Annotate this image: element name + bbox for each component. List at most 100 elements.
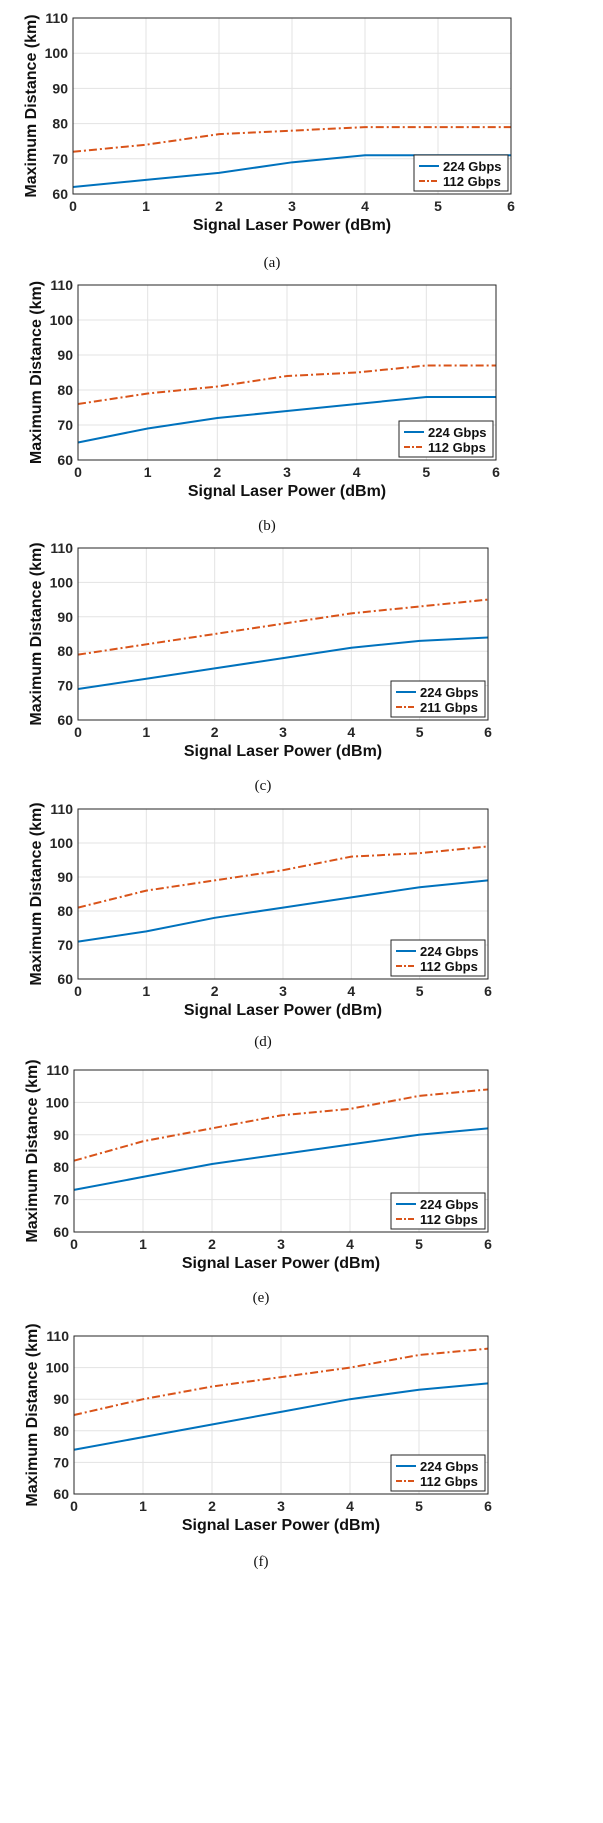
y-tick-label: 110 bbox=[50, 277, 73, 293]
x-tick-label: 4 bbox=[361, 198, 369, 214]
y-tick-label: 60 bbox=[57, 712, 73, 728]
legend-box bbox=[413, 154, 509, 192]
x-axis-label: Signal Laser Power (dBm) bbox=[184, 1002, 382, 1019]
x-tick-label: 3 bbox=[283, 464, 291, 480]
x-tick-label: 6 bbox=[484, 1498, 492, 1514]
y-tick-label: 90 bbox=[57, 347, 73, 363]
x-tick-label: 2 bbox=[208, 1236, 216, 1252]
y-tick-label: 100 bbox=[50, 835, 74, 851]
y-tick-label: 80 bbox=[52, 116, 68, 132]
x-tick-label: 2 bbox=[211, 724, 219, 740]
x-tick-label: 5 bbox=[415, 1498, 423, 1514]
axes-frame bbox=[72, 17, 512, 195]
y-tick-label: 60 bbox=[52, 186, 68, 202]
x-tick-label: 3 bbox=[279, 983, 287, 999]
axes-frame bbox=[73, 1069, 489, 1233]
y-tick-label: 80 bbox=[57, 903, 73, 919]
series-line-primary bbox=[73, 1382, 489, 1451]
series-line-secondary bbox=[73, 1347, 489, 1416]
x-axis-label: Signal Laser Power (dBm) bbox=[182, 1255, 380, 1272]
legend-box bbox=[390, 680, 486, 718]
y-axis-label: Maximum Distance (km) bbox=[28, 802, 45, 985]
legend-entry: 224 Gbps bbox=[443, 159, 502, 174]
series-line-primary bbox=[77, 636, 489, 691]
x-tick-label: 0 bbox=[74, 983, 82, 999]
y-tick-label: 90 bbox=[57, 869, 73, 885]
x-tick-label: 1 bbox=[139, 1498, 147, 1514]
x-tick-label: 6 bbox=[484, 724, 492, 740]
y-tick-label: 90 bbox=[53, 1127, 69, 1143]
legend-entry: 112 Gbps bbox=[428, 440, 486, 455]
y-tick-label: 100 bbox=[50, 574, 74, 590]
series-line-secondary bbox=[77, 364, 496, 405]
x-axis-label: Signal Laser Power (dBm) bbox=[184, 743, 382, 760]
chart-panel-c: 0 1 2 3 4 5 6 60 70 80 90 100 110 Signal Laser Power … bbox=[28, 540, 492, 794]
legend-entry: 112 Gbps bbox=[443, 174, 501, 189]
x-tick-label: 6 bbox=[492, 464, 500, 480]
legend-entry: 224 Gbps bbox=[428, 425, 487, 440]
x-tick-label: 4 bbox=[346, 1236, 354, 1252]
x-tick-label: 5 bbox=[416, 724, 424, 740]
y-axis-label: Maximum Distance (km) bbox=[24, 1059, 41, 1242]
y-tick-label: 70 bbox=[57, 417, 73, 433]
chart-panel-d: 0 1 2 3 4 5 6 60 70 80 90 100 110 Signal Laser Power … bbox=[28, 801, 492, 1050]
y-tick-label: 110 bbox=[45, 10, 68, 26]
panel-caption: (e) bbox=[253, 1290, 270, 1306]
axes-frame bbox=[73, 1335, 489, 1495]
y-axis-label: Maximum Distance (km) bbox=[28, 281, 45, 464]
y-tick-label: 100 bbox=[46, 1360, 70, 1376]
y-tick-label: 60 bbox=[53, 1486, 69, 1502]
x-tick-label: 1 bbox=[142, 198, 150, 214]
x-tick-label: 2 bbox=[215, 198, 223, 214]
axes-frame bbox=[77, 808, 489, 980]
axes-frame bbox=[77, 547, 489, 721]
legend-entry: 224 Gbps bbox=[420, 1197, 479, 1212]
series-line-secondary bbox=[77, 598, 489, 656]
y-tick-label: 60 bbox=[57, 971, 73, 987]
series-line-secondary bbox=[77, 845, 489, 909]
x-tick-label: 2 bbox=[208, 1498, 216, 1514]
legend-entry: 224 Gbps bbox=[420, 944, 479, 959]
legend-entry: 224 Gbps bbox=[420, 685, 479, 700]
x-tick-label: 5 bbox=[415, 1236, 423, 1252]
y-axis-label: Maximum Distance (km) bbox=[24, 1323, 41, 1506]
x-tick-label: 5 bbox=[434, 198, 442, 214]
x-tick-label: 2 bbox=[213, 464, 221, 480]
series-line-primary bbox=[77, 396, 496, 444]
y-tick-label: 100 bbox=[45, 45, 69, 61]
x-tick-label: 0 bbox=[69, 198, 77, 214]
panel-caption: (f) bbox=[254, 1554, 269, 1570]
legend-entry: 112 Gbps bbox=[420, 1212, 478, 1227]
x-tick-label: 3 bbox=[277, 1236, 285, 1252]
y-tick-label: 110 bbox=[50, 801, 73, 817]
y-tick-label: 80 bbox=[53, 1423, 69, 1439]
legend-box bbox=[390, 1192, 486, 1230]
chart-panel-a: 0 1 2 3 4 5 6 60 70 80 90 100 110 Signal Laser Power … bbox=[23, 10, 515, 271]
legend-entry: 112 Gbps bbox=[420, 1474, 478, 1489]
y-tick-label: 70 bbox=[57, 678, 73, 694]
x-tick-label: 5 bbox=[416, 983, 424, 999]
x-tick-label: 4 bbox=[347, 724, 355, 740]
y-tick-label: 80 bbox=[57, 643, 73, 659]
x-tick-label: 3 bbox=[277, 1498, 285, 1514]
legend-entry: 224 Gbps bbox=[420, 1459, 479, 1474]
x-tick-label: 4 bbox=[353, 464, 361, 480]
x-axis-label: Signal Laser Power (dBm) bbox=[193, 217, 391, 234]
x-tick-label: 1 bbox=[142, 724, 150, 740]
y-tick-label: 80 bbox=[57, 382, 73, 398]
y-tick-label: 60 bbox=[57, 452, 73, 468]
y-tick-label: 70 bbox=[52, 151, 68, 167]
y-tick-label: 70 bbox=[57, 937, 73, 953]
axes-frame bbox=[77, 284, 497, 461]
legend-box bbox=[398, 420, 494, 458]
legend-box bbox=[390, 1454, 486, 1492]
series-line-secondary bbox=[72, 126, 511, 153]
y-tick-label: 100 bbox=[46, 1094, 70, 1110]
x-axis-label: Signal Laser Power (dBm) bbox=[188, 483, 386, 500]
y-axis-label: Maximum Distance (km) bbox=[23, 14, 40, 197]
series-line-primary bbox=[77, 879, 489, 943]
